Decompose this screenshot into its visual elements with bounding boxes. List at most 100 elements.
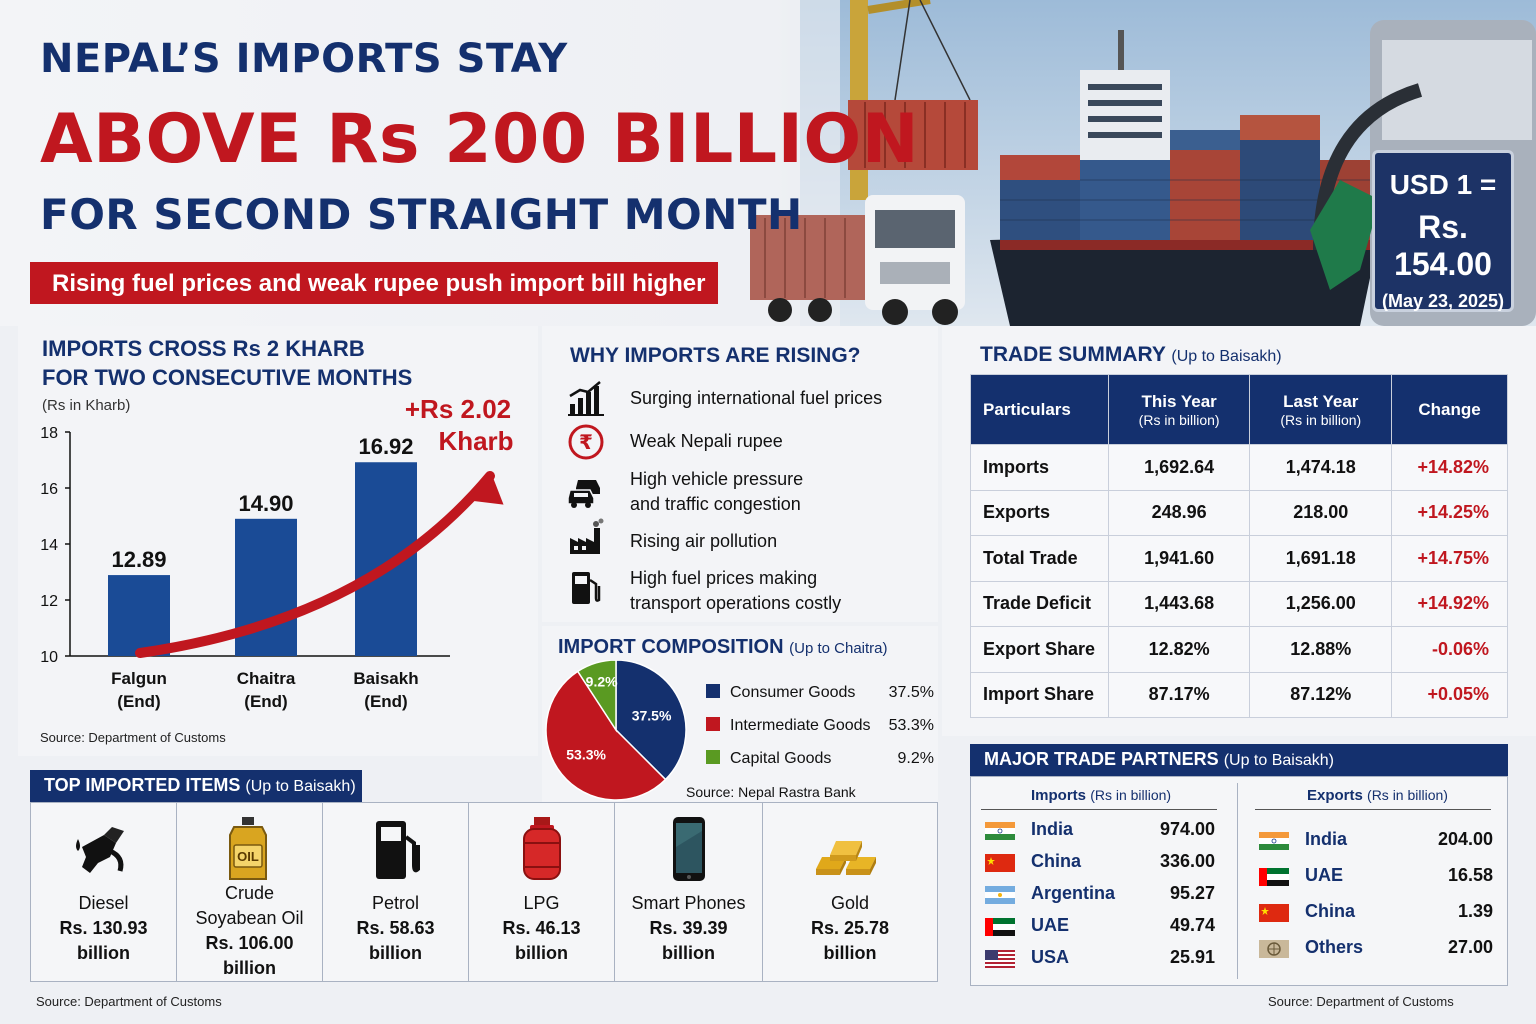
diesel-nozzle-icon [31,817,176,883]
partner-row: Others 27.00 [1259,937,1493,961]
cell-last-year: 1,691.18 [1249,535,1393,582]
why-item-transport-costly: High fuel prices making transport operat… [630,568,842,613]
top-item-cell: OIL Crude Soyabean Oil Rs. 106.00 billion [177,803,323,981]
partner-country: China [1031,851,1082,871]
partner-value: 95.27 [1169,883,1215,903]
x-category-label: Chaitra [237,669,296,688]
partner-country: Others [1305,937,1364,957]
top-item-value: Rs. 106.00 billion [205,933,294,978]
legend-swatch [706,750,720,764]
table-row: Export Share 12.82% 12.88% -0.06% [970,626,1508,673]
top-item-cell: Petrol Rs. 58.63 billion [323,803,469,981]
growth-annotation-line-2: Kharb [438,426,513,456]
top-item-value: Rs. 46.13 billion [502,918,581,963]
cell-particular: Exports [970,489,1109,536]
top-item-value: Rs. 25.78 billion [810,918,890,963]
exports-header-rule [1255,809,1491,810]
table-row: Imports 1,692.64 1,474.18 +14.82% [970,444,1508,491]
top-items-source: Source: Department of Customs [36,994,222,1009]
cell-particular: Export Share [970,626,1109,673]
top-item-name: LPG [523,893,560,913]
pie-slice [615,660,687,781]
cell-particular: Total Trade [970,535,1109,582]
gold-bars-icon [763,817,937,883]
pie-slice-label: 37.5% [632,707,672,723]
smartphone-icon [615,817,762,883]
legend-item: Capital Goods 9.2% [706,750,934,768]
top-item-name: Smart Phones [631,893,746,913]
top-item-name: Diesel [78,893,129,913]
cars-icon [567,480,600,508]
x-category-label: (End) [364,692,407,711]
partner-row: India 974.00 [985,819,1215,843]
composition-source: Source: Nepal Rastra Bank [686,784,856,800]
cell-change: +14.25% [1391,489,1508,536]
top-item-cell: Smart Phones Rs. 39.39 billion [615,803,763,981]
trade-summary-title: TRADE SUMMARY (Up to Baisakh) [980,343,1282,366]
why-item-weak-rupee: Weak Nepali rupee [630,431,783,451]
bar [355,462,417,656]
why-item-fuel-prices: Surging international fuel prices [630,388,883,408]
x-category-label: Falgun [111,669,167,688]
exchange-rate-box: USD 1 = Rs. 154.00 (May 23, 2025) [1372,150,1514,312]
cell-change: +14.75% [1391,535,1508,582]
cell-this-year: 12.82% [1107,626,1251,673]
cell-particular: Import Share [970,671,1109,718]
title-line-2: ABOVE Rs 200 BILLION [40,100,920,179]
growth-arrow [135,471,495,658]
why-title: WHY IMPORTS ARE RISING? [570,344,861,367]
partner-value: 974.00 [1159,819,1215,839]
factory-icon [570,518,604,554]
imports-bar-chart: 10 12 14 16 18 12.89 14.90 16.92 Falgun (End) Ch… [40,394,513,711]
petrol-pump-icon [323,817,468,883]
y-tick-label: 12 [40,593,58,610]
partner-row: UAE 16.58 [1259,865,1493,889]
trade-summary-table: Particulars This Year (Rs in billion) Las… [970,374,1508,718]
bar-value-label: 14.90 [238,491,293,516]
partner-row: Argentina 95.27 [985,883,1215,907]
table-row: Import Share 87.17% 87.12% +0.05% [970,671,1508,718]
svg-text:₹: ₹ [579,430,593,454]
x-category-label: Baisakh [353,669,418,688]
cell-last-year: 12.88% [1249,626,1393,673]
exchange-rate-value: Rs. 154.00 [1394,209,1492,282]
partners-source: Source: Department of Customs [1268,994,1454,1009]
partner-value: 27.00 [1447,937,1493,957]
partner-country: India [1031,819,1074,839]
imports-partners-header: Imports (Rs in billion) [1031,787,1172,804]
partner-row: China 1.39 [1259,901,1493,925]
exchange-rate-date: (May 23, 2025) [1381,291,1505,311]
partner-value: 204.00 [1437,829,1493,849]
y-tick-label: 14 [40,537,58,554]
top-item-value: Rs. 58.63 billion [356,918,435,963]
pie-slice-label: 9.2% [586,674,618,690]
growth-arrow-head [472,472,504,505]
partner-row: India 204.00 [1259,829,1493,853]
y-tick-label: 10 [40,649,58,666]
partner-country: USA [1031,947,1070,967]
partner-row: UAE 49.74 [985,915,1215,939]
pie-slice [545,670,667,801]
y-tick-label: 18 [40,425,58,442]
top-item-name: Crude Soyabean Oil [195,883,304,928]
partners-divider [1237,783,1238,979]
bar-chart-title: IMPORTS CROSS Rs 2 KHARB FOR TWO CONSECU… [42,334,412,392]
top-item-value: Rs. 39.39 billion [649,918,728,963]
cell-last-year: 87.12% [1249,671,1393,718]
composition-title: IMPORT COMPOSITION (Up to Chaitra) [558,636,888,658]
cell-this-year: 1,443.68 [1107,580,1251,627]
x-category-label: (End) [117,692,160,711]
partner-country: UAE [1305,865,1344,885]
header-banner: NEPAL’S IMPORTS STAY ABOVE Rs 200 BILLIO… [0,0,1536,326]
cell-last-year: 218.00 [1249,489,1393,536]
cell-this-year: 1,941.60 [1107,535,1251,582]
top-item-cell: Gold Rs. 25.78 billion [763,803,937,981]
table-header-row: Particulars This Year (Rs in billion) Las… [970,374,1508,445]
partner-row: USA 25.91 [985,947,1215,971]
header-particulars: Particulars [970,374,1109,445]
top-item-value: Rs. 130.93 billion [59,918,148,963]
bar-value-label: 16.92 [358,434,413,459]
partner-value: 16.58 [1447,865,1493,885]
legend-item: Intermediate Goods 53.3% [706,717,934,735]
top-item-cell: LPG Rs. 46.13 billion [469,803,615,981]
